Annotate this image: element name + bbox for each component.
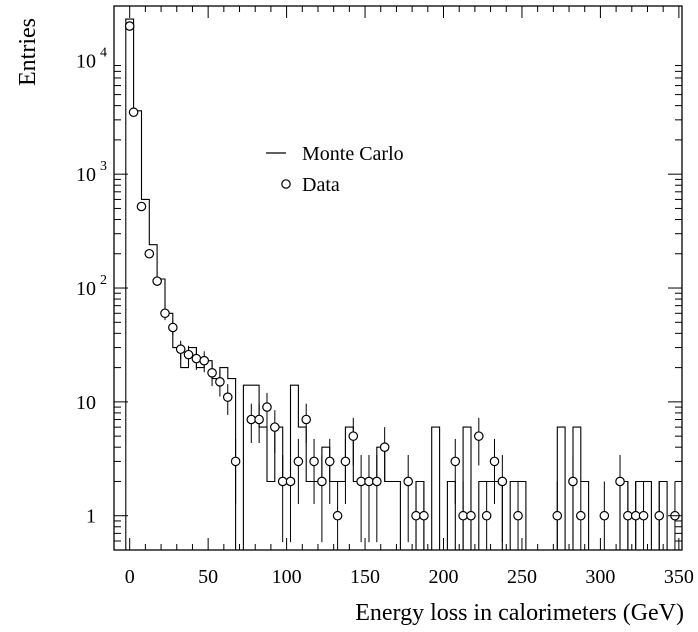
data-point: [191, 353, 202, 364]
data-point: [364, 476, 374, 487]
y-tick-label: 10: [76, 392, 96, 414]
data-point: [183, 349, 194, 360]
data-point: [168, 322, 178, 333]
data-point: [489, 456, 500, 467]
data-point: [136, 201, 147, 212]
legend-data-label: Data: [302, 174, 340, 196]
data-point: [638, 510, 649, 521]
data-point: [630, 510, 641, 521]
y-tick-label: 10: [76, 50, 96, 72]
data-point: [207, 368, 217, 378]
data-point: [654, 510, 665, 521]
data-point: [301, 414, 312, 425]
data-point: [474, 431, 484, 441]
data-point: [230, 456, 241, 467]
data-point: [309, 456, 319, 467]
y-axis-title: Entries: [15, 18, 41, 86]
data-point: [324, 456, 335, 467]
x-tick-labels: 0 50 100 150 200 250 300 350: [125, 566, 694, 588]
data-point: [403, 476, 413, 487]
x-axis-title: Energy loss in calorimeters (GeV): [355, 600, 684, 626]
data-point: [160, 308, 170, 319]
y-tick-label: 10: [76, 164, 96, 186]
data-point: [254, 414, 264, 425]
data-point: [152, 276, 162, 286]
data-point: [293, 456, 304, 467]
data-point: [497, 476, 508, 487]
data-point: [599, 510, 610, 521]
plot-area-border: [113, 5, 683, 551]
data-point: [552, 510, 563, 521]
data-point: [348, 431, 359, 441]
y-tick-labels: 1 10 10 2 10 3 10 4: [76, 45, 107, 527]
data-point: [356, 476, 366, 487]
y-tick-exponent: 4: [100, 45, 107, 60]
data-point: [568, 476, 578, 487]
y-tick-label: 10: [76, 278, 96, 300]
data-points: [124, 21, 680, 521]
data-point: [175, 344, 186, 355]
monte-carlo-step-line: [125, 18, 675, 551]
data-point: [128, 107, 139, 118]
data-point: [615, 476, 625, 487]
monte-carlo-histogram: [125, 18, 675, 551]
legend-monte-carlo-label: Monte Carlo: [302, 143, 404, 165]
data-point: [419, 510, 429, 521]
y-tick-exponent: 2: [100, 273, 107, 288]
data-point: [513, 510, 523, 521]
legend: Monte Carlo Data: [266, 143, 404, 196]
data-point: [199, 355, 210, 366]
data-point: [379, 442, 390, 452]
data-point: [458, 510, 468, 521]
data-point: [277, 476, 288, 487]
data-point: [144, 248, 155, 259]
data-error-bars: [129, 25, 676, 550]
data-point: [246, 414, 257, 425]
data-point: [411, 510, 421, 521]
x-tick-label: 300: [585, 566, 615, 588]
data-point: [270, 422, 280, 432]
data-point: [575, 510, 586, 521]
data-point: [317, 476, 327, 487]
data-point: [466, 510, 476, 521]
y-tick-exponent: 3: [100, 159, 107, 174]
y-tick-label: 1: [86, 506, 96, 528]
x-tick-label: 200: [429, 566, 459, 588]
data-point: [372, 476, 382, 487]
data-point: [332, 510, 343, 521]
data-point: [340, 456, 351, 467]
plot-frame: [113, 5, 683, 551]
data-point: [481, 510, 492, 521]
data-point: [623, 510, 633, 521]
x-tick-label: 0: [125, 566, 135, 588]
x-tick-label: 150: [350, 566, 380, 588]
data-point: [450, 456, 461, 467]
x-tick-label: 100: [272, 566, 302, 588]
axis-ticks: [113, 6, 682, 551]
data-point: [215, 377, 225, 387]
data-point: [262, 402, 272, 412]
data-point: [222, 392, 233, 402]
data-point: [124, 21, 135, 31]
x-tick-label: 350: [664, 566, 694, 588]
x-tick-label: 250: [507, 566, 537, 588]
x-tick-label: 50: [198, 566, 218, 588]
legend-data-marker: [281, 179, 291, 189]
data-point: [285, 476, 296, 487]
